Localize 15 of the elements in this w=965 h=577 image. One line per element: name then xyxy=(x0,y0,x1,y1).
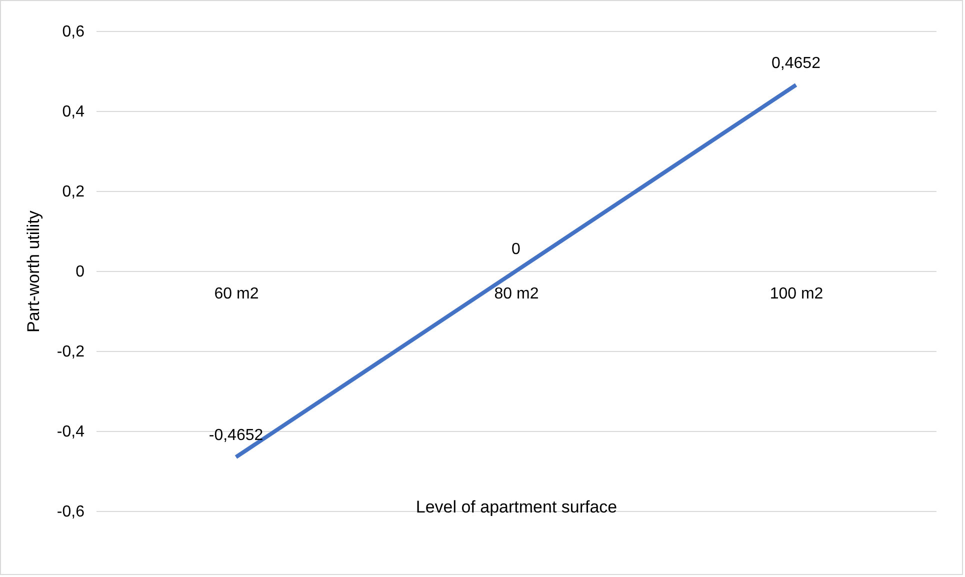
x-tick-label: 100 m2 xyxy=(770,286,824,302)
x-tick-label: 80 m2 xyxy=(494,286,539,302)
x-axis-title: Level of apartment surface xyxy=(416,498,618,516)
y-tick-label: -0,4 xyxy=(56,424,85,440)
y-tick-label: 0,4 xyxy=(62,104,85,120)
y-tick-label: -0,2 xyxy=(56,344,85,360)
y-axis-title: Part-worth utility xyxy=(24,210,43,332)
data-label: 0 xyxy=(512,241,521,258)
x-tick-label: 60 m2 xyxy=(214,286,259,302)
y-tick-label: 0 xyxy=(76,264,85,280)
y-tick-label: 0,2 xyxy=(62,184,85,200)
y-tick-label: -0,6 xyxy=(56,504,85,520)
data-label: 0,4652 xyxy=(772,54,821,72)
data-label: -0,4652 xyxy=(208,427,264,444)
y-tick-label: 0,6 xyxy=(62,24,85,40)
